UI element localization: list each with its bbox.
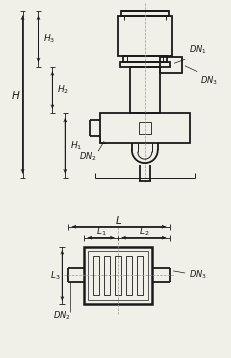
Bar — [103, 256, 110, 295]
Bar — [88, 251, 147, 300]
Text: $H_3$: $H_3$ — [43, 33, 55, 45]
Bar — [159, 57, 181, 73]
Text: $DN_2$: $DN_2$ — [53, 310, 71, 323]
Text: $DN_2$: $DN_2$ — [79, 151, 97, 163]
Text: $H_1$: $H_1$ — [70, 140, 82, 152]
Text: $L_3$: $L_3$ — [50, 269, 60, 282]
Bar — [118, 16, 171, 56]
Text: $L$: $L$ — [115, 214, 122, 226]
Bar — [125, 256, 132, 295]
Bar — [84, 247, 151, 304]
Bar — [100, 113, 189, 143]
Text: $DN_1$: $DN_1$ — [188, 44, 206, 56]
Bar — [138, 122, 150, 134]
Bar — [122, 56, 166, 62]
Text: $L_2$: $L_2$ — [138, 226, 148, 238]
Bar — [129, 67, 159, 113]
Bar — [136, 256, 143, 295]
Bar — [120, 11, 168, 16]
Text: $DN_3$: $DN_3$ — [188, 268, 206, 281]
Bar — [114, 256, 121, 295]
Text: $H_2$: $H_2$ — [57, 84, 69, 96]
Bar — [119, 62, 169, 67]
Text: $DN_3$: $DN_3$ — [200, 74, 218, 87]
Text: $L_1$: $L_1$ — [95, 226, 106, 238]
Bar — [92, 256, 99, 295]
Text: $H$: $H$ — [11, 88, 20, 101]
